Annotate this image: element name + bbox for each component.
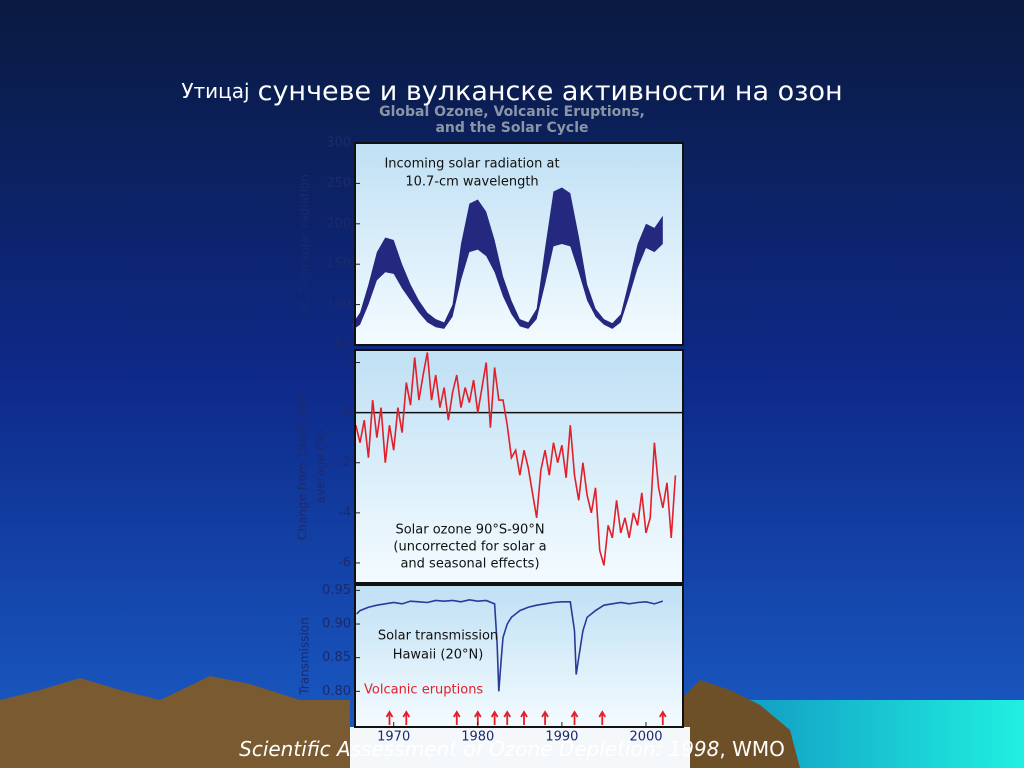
eruption-arrow [503, 710, 511, 725]
slide-title-part: Утицај [181, 79, 249, 103]
x-tick-label: 1990 [545, 730, 578, 745]
y-tick-label: -2 [338, 455, 351, 470]
eruption-arrow [452, 710, 461, 725]
y-tick-label: 100 [326, 297, 351, 312]
band [351, 187, 663, 331]
y-tick-label: 0.90 [322, 617, 351, 632]
panel-border [354, 142, 684, 346]
annotation: and seasonal effects) [400, 557, 539, 572]
y-tick-label: 200 [326, 216, 351, 231]
eruption-arrow [598, 710, 607, 725]
y-axis-label: 10.7-cm solar radiation [298, 174, 312, 314]
eruption-arrow [490, 710, 499, 725]
y-tick-label: 150 [326, 257, 351, 272]
caption: Scientific Assessment of Ozone Depletion… [239, 737, 785, 761]
y-axis-label: Change from 1964-1980 [296, 393, 310, 540]
figure: 50 100 150 200 250 300 10.7-cm solar radiation… [296, 136, 684, 745]
panel-background [355, 585, 683, 727]
eruption-arrow [402, 710, 411, 725]
y-tick-label: 300 [326, 136, 351, 151]
slide-title: Утицај сунчеве и вулканске активности на … [181, 76, 842, 107]
mountains [0, 676, 350, 768]
eruption-arrow [659, 710, 667, 725]
y-tick-label: 0.95 [322, 583, 351, 598]
caption-part: , WMO [719, 737, 785, 761]
annotation: (uncorrected for solar a [393, 540, 546, 555]
slide-title-part: сунчеве и вулканске активности на озон [258, 76, 843, 107]
figure-title: Global Ozone, Volcanic Eruptions, [379, 104, 645, 120]
panel-border [354, 584, 684, 728]
y-tick-label: -6 [338, 555, 351, 570]
annotation: 10.7-cm wavelength [405, 175, 538, 190]
annotation: Hawaii (20°N) [393, 648, 484, 663]
eruption-arrow [385, 710, 394, 725]
line [356, 598, 664, 692]
annotation: Solar transmission [378, 629, 498, 644]
annotation: Incoming solar radiation at [384, 157, 559, 172]
figure-title: and the Solar Cycle [435, 120, 588, 136]
eruption-arrow [520, 710, 528, 725]
eruption-arrow [570, 710, 579, 725]
panel-border [354, 349, 684, 584]
x-tick-label: 2000 [629, 730, 662, 745]
y-tick-label: 0.80 [322, 684, 351, 699]
y-tick-label: 2 [343, 355, 351, 370]
figure-footer [350, 727, 690, 768]
x-tick-label: 1980 [461, 730, 494, 745]
y-axis-label: Transmission [298, 617, 312, 696]
x-tick-label: 1970 [377, 730, 410, 745]
eruption-arrow [541, 710, 549, 725]
mountains [680, 680, 800, 768]
annotation: Solar ozone 90°S-90°N [395, 523, 544, 538]
y-tick-label: 50 [334, 338, 351, 353]
y-tick-label: -4 [338, 505, 351, 520]
y-tick-label: 250 [326, 176, 351, 191]
y-tick-label: 0.85 [322, 650, 351, 665]
panel-background [355, 143, 683, 345]
annotation: Volcanic eruptions [364, 683, 483, 698]
y-axis-label: average (%) [314, 430, 328, 504]
y-tick-label: 0 [343, 405, 351, 420]
line [355, 352, 677, 566]
caption-part: Scientific Assessment of Ozone Depletion… [239, 737, 719, 761]
